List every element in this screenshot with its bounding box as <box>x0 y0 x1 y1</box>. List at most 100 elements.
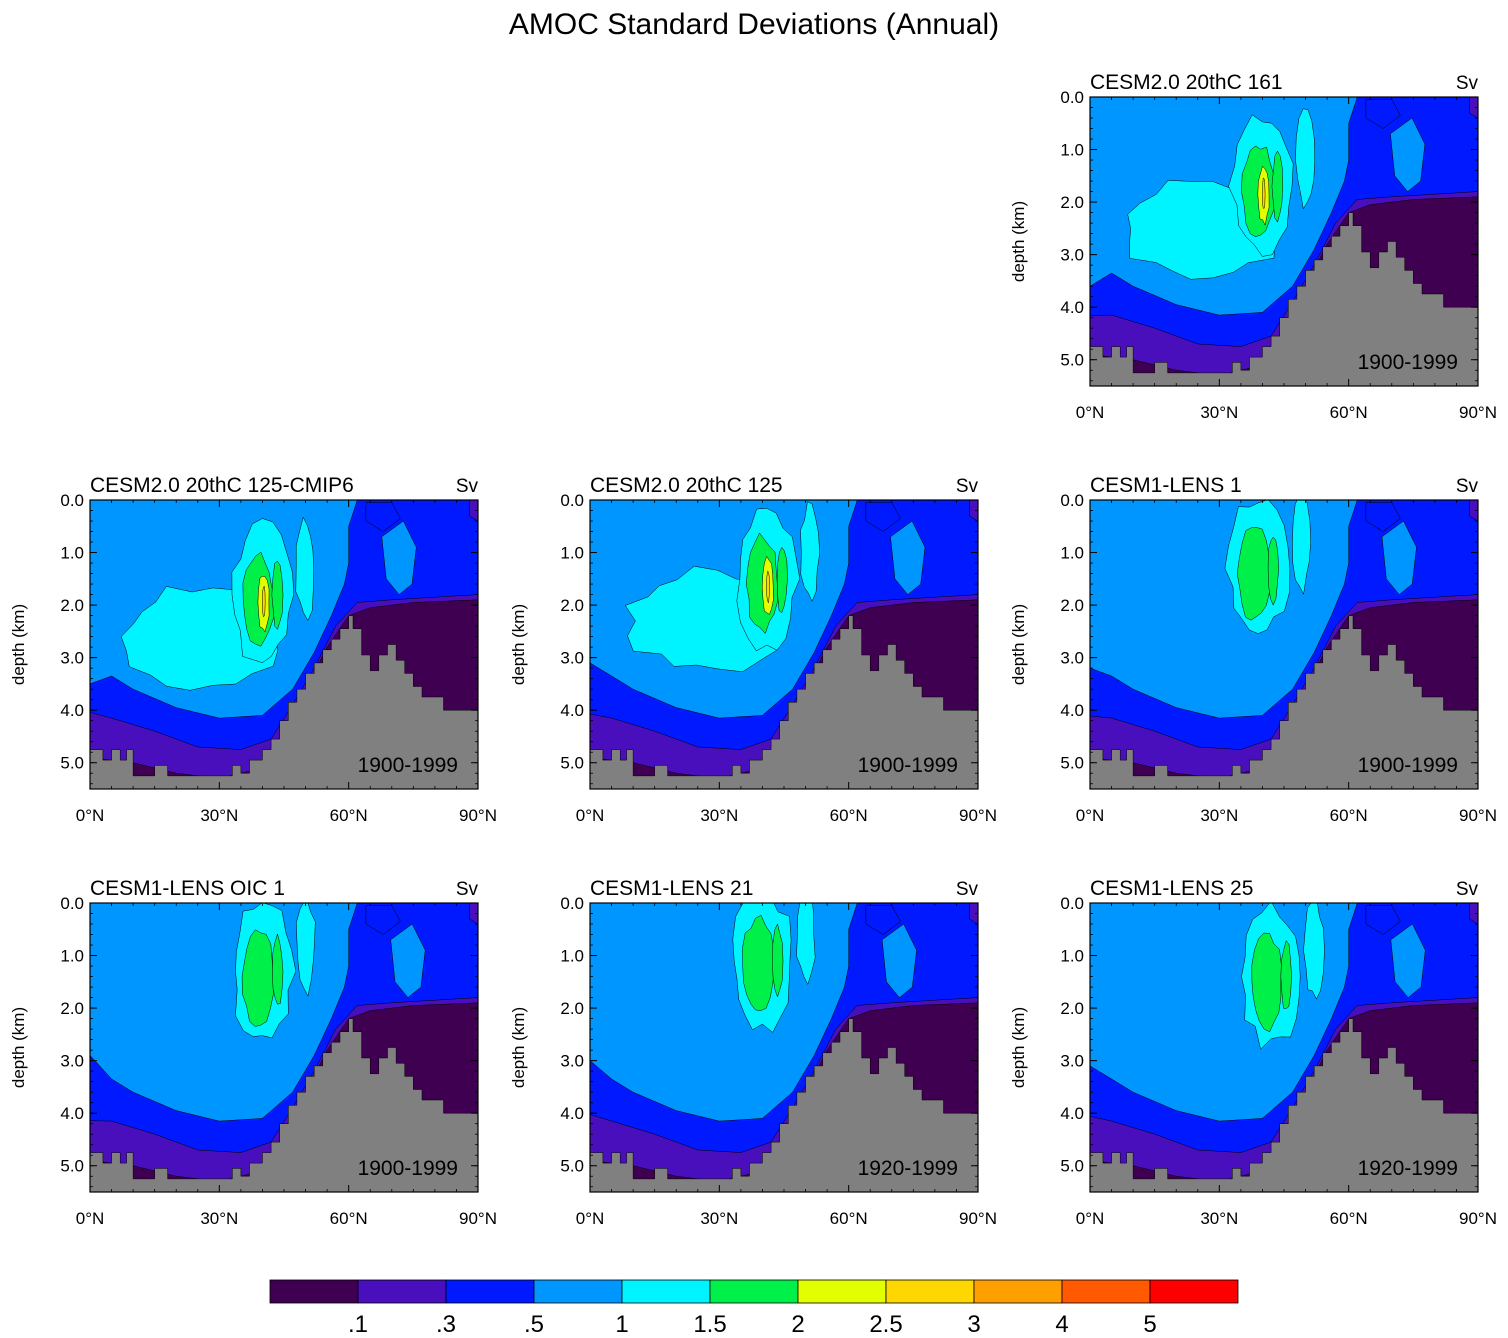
band-0.3-0.5-surface <box>1365 99 1401 129</box>
panel-units: Sv <box>1456 73 1479 94</box>
seafloor <box>1090 1018 1478 1192</box>
x-tick-label: 30°N <box>700 806 738 825</box>
x-tick-label: 0°N <box>76 806 105 825</box>
band-1.5-2 <box>1236 527 1271 621</box>
y-tick-label: 1.0 <box>560 544 584 563</box>
band-0.3-0.5-surface <box>1365 905 1401 935</box>
panel-title: CESM2.0 20thC 161 <box>1090 71 1283 94</box>
y-axis-label: depth (km) <box>1009 604 1028 685</box>
panel-period: 1920-1999 <box>1358 1157 1458 1180</box>
panel-title: CESM1-LENS OIC 1 <box>90 877 285 900</box>
y-tick-label: 2.0 <box>1060 596 1084 615</box>
x-tick-label: 90°N <box>1459 403 1497 422</box>
band-2.5-3 <box>766 570 770 604</box>
y-tick-label: 2.0 <box>560 596 584 615</box>
panel-period: 1900-1999 <box>1358 754 1458 777</box>
y-tick-label: 2.0 <box>560 999 584 1018</box>
panel-period: 1900-1999 <box>358 754 458 777</box>
band-0.3-0.5-surface <box>865 502 901 532</box>
colorbar: .1 .3 .5 1 1.5 2 2.5 3 4 5 <box>269 1279 1239 1338</box>
band-1.5-2 <box>241 929 274 1027</box>
band-0.5-1-north <box>1390 117 1426 192</box>
panel-units: Sv <box>956 879 979 900</box>
band-0.3-0.5-surface <box>365 905 401 935</box>
chart-title: AMOC Standard Deviations (Annual) <box>509 8 999 41</box>
x-tick-label: 30°N <box>200 1209 238 1228</box>
panel-units: Sv <box>956 476 979 497</box>
panel: 0.0 1.0 2.0 3.0 4.0 5.0 0°N 30°N 60°N 90°N depth (… <box>509 877 997 1228</box>
panel: 0.0 1.0 2.0 3.0 4.0 5.0 0°N 30°N 60°N 90°N depth (… <box>1009 877 1497 1228</box>
y-tick-label: 2.0 <box>60 596 84 615</box>
y-axis-label: depth (km) <box>1009 201 1028 282</box>
panel: 0.0 1.0 2.0 3.0 4.0 5.0 0°N 30°N 60°N 90°N depth (… <box>9 877 497 1228</box>
panel-title: CESM2.0 20thC 125-CMIP6 <box>90 474 354 497</box>
panel-title: CESM1-LENS 1 <box>1090 474 1242 497</box>
colorbar-swatch <box>269 1279 359 1304</box>
panel-period: 1900-1999 <box>858 754 958 777</box>
band-1.5-2-east <box>776 546 788 613</box>
y-tick-label: 4.0 <box>1060 298 1084 317</box>
x-tick-label: 30°N <box>1200 1209 1238 1228</box>
band-1-1.5-east <box>1292 500 1311 596</box>
x-tick-label: 60°N <box>1330 806 1368 825</box>
y-axis-label: depth (km) <box>509 1007 528 1088</box>
seafloor <box>90 1018 478 1192</box>
y-tick-label: 5.0 <box>560 1157 584 1176</box>
x-tick-label: 90°N <box>459 1209 497 1228</box>
y-tick-label: 3.0 <box>1060 1052 1084 1071</box>
panel-period: 1920-1999 <box>858 1157 958 1180</box>
y-tick-label: 4.0 <box>560 1104 584 1123</box>
panel-title: CESM1-LENS 25 <box>1090 877 1253 900</box>
x-tick-label: 60°N <box>830 1209 868 1228</box>
panel: 0.0 1.0 2.0 3.0 4.0 5.0 0°N 30°N 60°N 90°N depth (… <box>1009 71 1497 422</box>
y-tick-label: 3.0 <box>60 649 84 668</box>
band-1.5-2-east <box>271 560 284 630</box>
x-tick-label: 90°N <box>1459 1209 1497 1228</box>
y-tick-label: 1.0 <box>60 947 84 966</box>
y-tick-label: 3.0 <box>560 649 584 668</box>
band-0.5-1-north <box>881 923 917 998</box>
band-0.5-1-north <box>890 520 926 595</box>
band-0.5-1-north <box>381 520 417 595</box>
x-tick-label: 60°N <box>330 806 368 825</box>
x-tick-label: 0°N <box>1076 403 1105 422</box>
band-1.5-2-east <box>1271 150 1283 223</box>
colorbar-swatch <box>973 1279 1063 1304</box>
y-tick-label: 4.0 <box>60 701 84 720</box>
y-tick-label: 0.0 <box>1060 88 1084 107</box>
band-1.5-2-east <box>1267 536 1279 606</box>
colorbar-label: .3 <box>436 1311 456 1338</box>
band-1-1.5-east <box>800 501 821 602</box>
seafloor <box>590 1018 978 1192</box>
colorbar-swatch <box>797 1279 887 1304</box>
y-tick-label: 0.0 <box>560 894 584 913</box>
colorbar-label: 1.5 <box>693 1311 726 1338</box>
y-tick-label: 0.0 <box>560 491 584 510</box>
y-tick-label: 5.0 <box>60 1157 84 1176</box>
y-tick-label: 1.0 <box>1060 544 1084 563</box>
band-1.5-2-east <box>1280 939 1292 1009</box>
y-tick-label: 5.0 <box>1060 351 1084 370</box>
band-0.5-1-north <box>1390 923 1426 998</box>
panel: 0.0 1.0 2.0 3.0 4.0 5.0 0°N 30°N 60°N 90°N depth (… <box>1009 474 1497 825</box>
band-1-1.5-east <box>796 903 816 986</box>
x-tick-label: 90°N <box>1459 806 1497 825</box>
colorbar-label: 2 <box>791 1311 804 1338</box>
x-tick-label: 30°N <box>1200 403 1238 422</box>
colorbar-label: .5 <box>524 1311 544 1338</box>
y-tick-label: 1.0 <box>1060 947 1084 966</box>
colorbar-label: 1 <box>615 1311 628 1338</box>
x-tick-label: 90°N <box>959 1209 997 1228</box>
panel-units: Sv <box>1456 879 1479 900</box>
y-tick-label: 3.0 <box>560 1052 584 1071</box>
band-0.5-1 <box>590 903 858 1122</box>
x-tick-label: 30°N <box>700 1209 738 1228</box>
x-tick-label: 0°N <box>1076 1209 1105 1228</box>
panel: 0.0 1.0 2.0 3.0 4.0 5.0 0°N 30°N 60°N 90°N depth (… <box>9 474 497 825</box>
panels: 0.0 1.0 2.0 3.0 4.0 5.0 0°N 30°N 60°N 90°N depth (… <box>9 71 1497 1228</box>
y-tick-label: 1.0 <box>1060 141 1084 160</box>
colorbar-swatch <box>357 1279 447 1304</box>
panel-period: 1900-1999 <box>358 1157 458 1180</box>
y-tick-label: 5.0 <box>560 754 584 773</box>
